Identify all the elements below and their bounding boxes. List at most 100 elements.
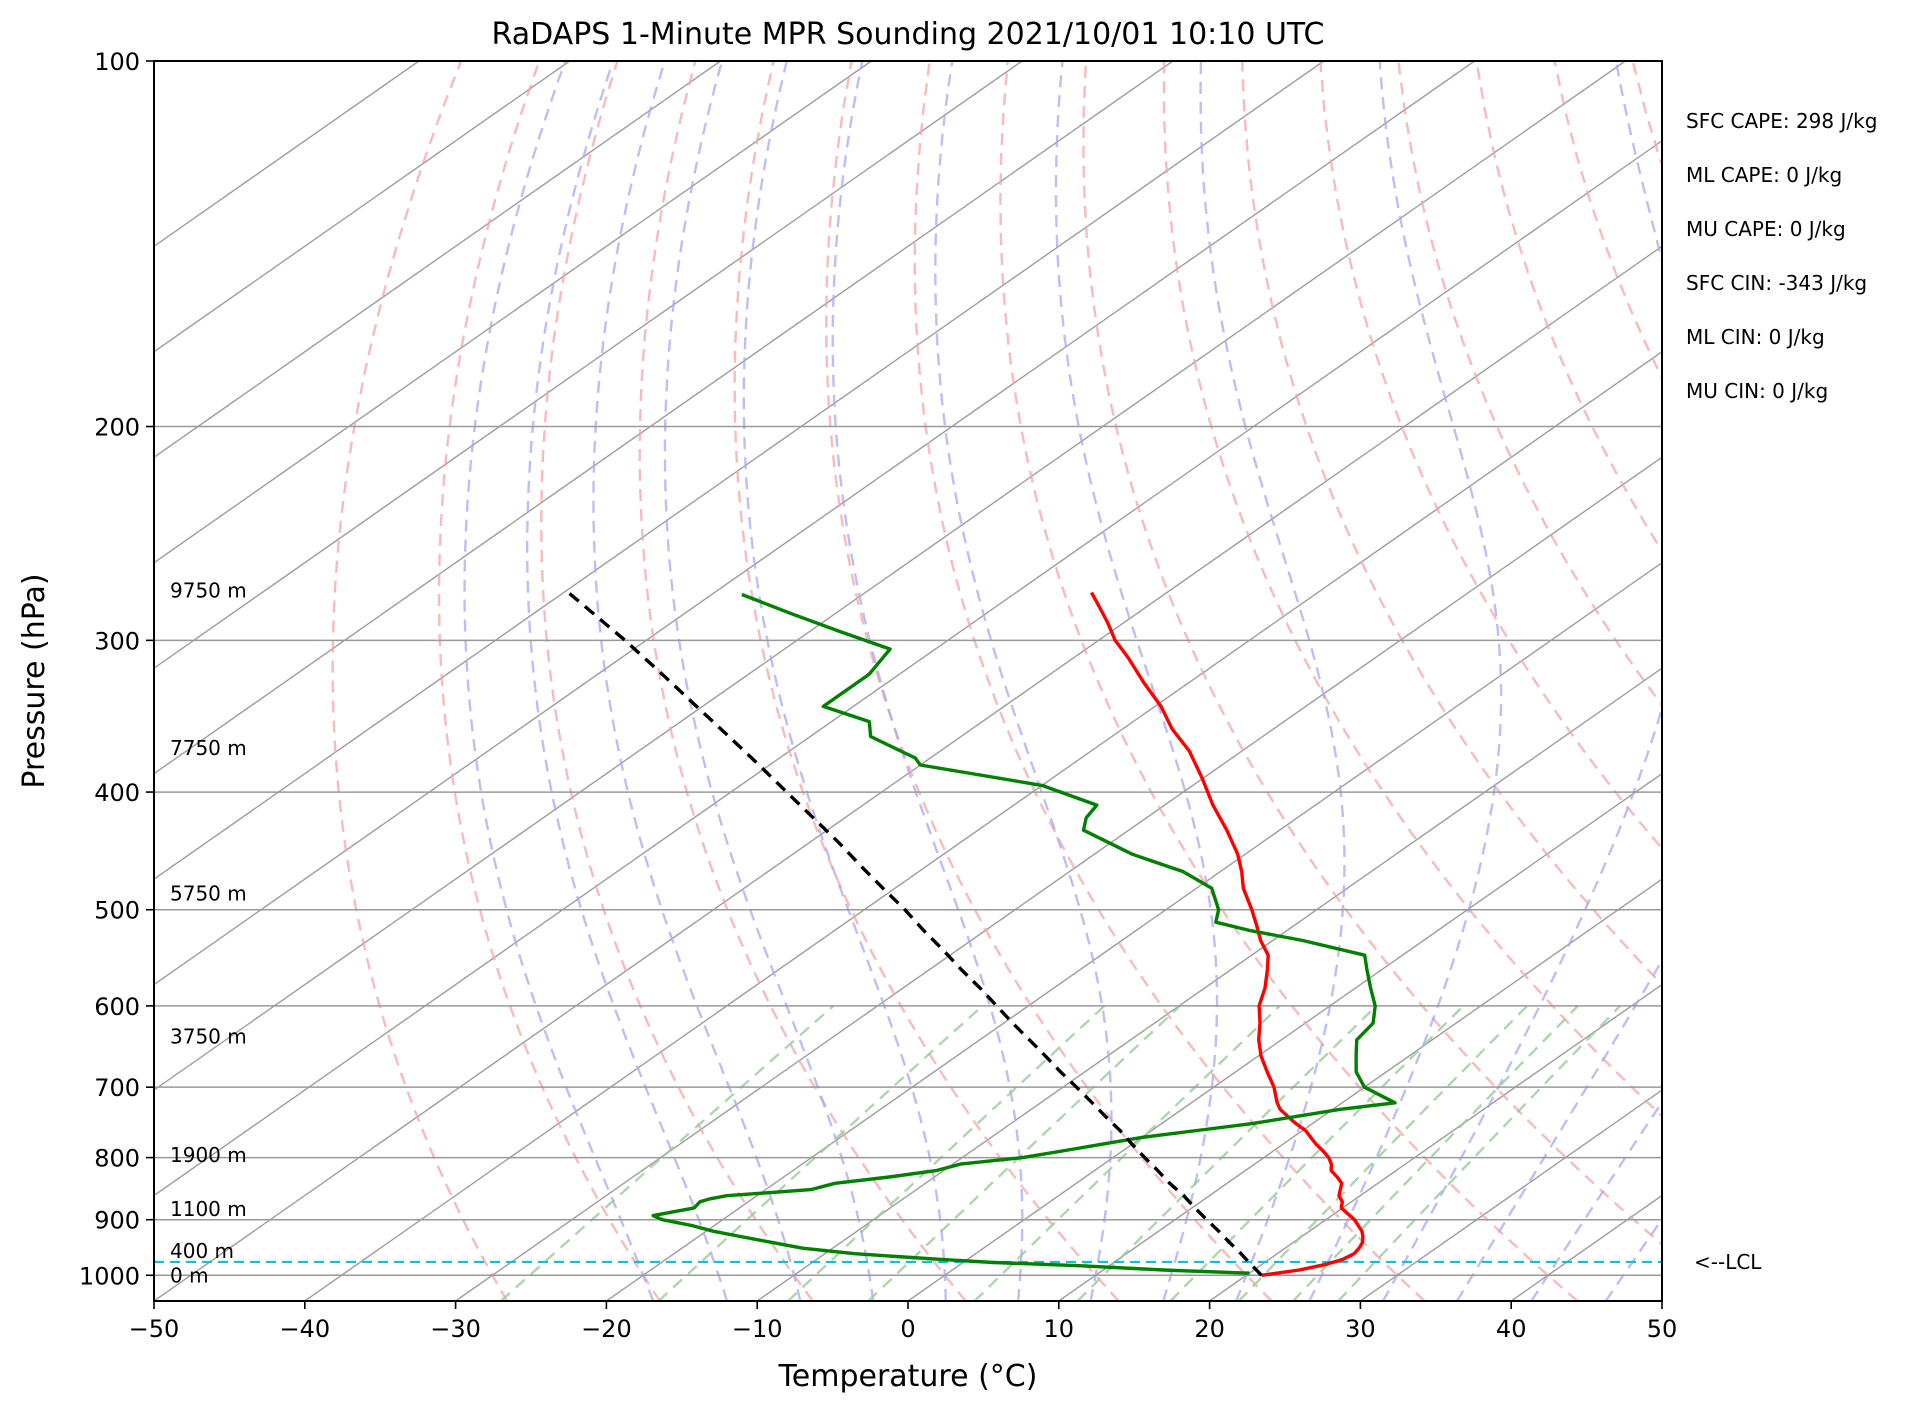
isotherm-line bbox=[154, 139, 1662, 1197]
parcel-profile-line bbox=[567, 591, 1263, 1277]
dry-adiabat-line bbox=[331, 61, 509, 1301]
stat-annotation: ML CIN: 0 J/kg bbox=[1686, 325, 1825, 349]
moist-adiabat-line bbox=[742, 61, 947, 1301]
moist-adiabat-line bbox=[1455, 958, 1662, 1301]
stat-annotation: MU CAPE: 0 J/kg bbox=[1686, 217, 1846, 241]
moist-adiabat-line bbox=[1054, 61, 1219, 1301]
isotherm-line bbox=[154, 61, 1325, 880]
height-label: 9750 m bbox=[170, 579, 247, 603]
mixing-ratio-line bbox=[867, 1005, 1181, 1301]
mixing-ratio-line bbox=[1169, 1005, 1465, 1301]
x-tick-label: −50 bbox=[129, 1315, 180, 1343]
isotherm-line bbox=[154, 61, 1475, 986]
x-tick-label: −10 bbox=[732, 1315, 783, 1343]
y-tick-label: 200 bbox=[94, 414, 140, 442]
x-axis-label: Temperature (°C) bbox=[778, 1359, 1038, 1394]
isotherm-line bbox=[455, 456, 1662, 1301]
background-lines bbox=[154, 61, 1662, 1301]
moist-adiabat-line bbox=[463, 61, 655, 1301]
isotherm-line bbox=[154, 61, 721, 459]
mixing-ratio-line bbox=[1337, 1005, 1621, 1301]
mixing-ratio-line bbox=[1238, 1005, 1529, 1301]
mixing-ratio-line bbox=[973, 1005, 1281, 1301]
chart-title: RaDAPS 1-Minute MPR Sounding 2021/10/01 … bbox=[492, 17, 1325, 52]
moist-adiabat-line bbox=[526, 61, 729, 1301]
isotherm-line bbox=[907, 772, 1662, 1301]
x-tick-label: −40 bbox=[279, 1315, 330, 1343]
y-axis-ticks: 100 200 300 400 500 600 700 800 900 1000 bbox=[79, 48, 154, 1290]
plot-background bbox=[154, 61, 1662, 1301]
y-axis-label: Pressure (hPa) bbox=[17, 573, 52, 788]
isotherm-line bbox=[154, 61, 1023, 670]
height-label: 1900 m bbox=[170, 1143, 247, 1167]
stat-annotation: MU CIN: 0 J/kg bbox=[1686, 379, 1828, 403]
dry-adiabat-line bbox=[437, 61, 661, 1301]
dry-adiabat-line bbox=[638, 61, 967, 1301]
dry-adiabat-line bbox=[913, 61, 1426, 1301]
dry-adiabat-line bbox=[733, 61, 1120, 1301]
mixing-ratio-line bbox=[1292, 1005, 1579, 1301]
pressure-gridlines bbox=[154, 61, 1662, 1277]
stat-annotation: SFC CAPE: 298 J/kg bbox=[1686, 109, 1877, 133]
mixing-ratio-line bbox=[1076, 1005, 1378, 1301]
x-tick-label: 20 bbox=[1194, 1315, 1225, 1343]
mixing-ratio-line bbox=[657, 1005, 984, 1301]
isotherm-line bbox=[304, 350, 1662, 1301]
isotherm-line bbox=[605, 561, 1662, 1301]
x-tick-label: −20 bbox=[581, 1315, 632, 1343]
height-label: 1100 m bbox=[170, 1197, 247, 1221]
isotherm-line bbox=[756, 667, 1662, 1301]
height-label: 3750 m bbox=[170, 1025, 247, 1049]
isotherm-line bbox=[1209, 983, 1662, 1301]
lcl-label: <--LCL bbox=[1694, 1250, 1762, 1274]
height-label: 400 m bbox=[170, 1239, 234, 1263]
isotherm-line bbox=[154, 61, 872, 564]
dry-adiabat-line bbox=[999, 61, 1579, 1301]
moist-adiabat-line bbox=[934, 61, 1113, 1301]
x-axis-ticks: −50 −40 −30 −20 −10 0 10 20 30 40 50 bbox=[129, 1301, 1678, 1343]
height-label: 5750 m bbox=[170, 882, 247, 906]
y-tick-label: 600 bbox=[94, 993, 140, 1021]
x-tick-label: 10 bbox=[1044, 1315, 1075, 1343]
moist-adiabat-line bbox=[831, 61, 1024, 1301]
moist-adiabat-line bbox=[592, 61, 802, 1301]
dry-adiabat-line bbox=[1319, 61, 1662, 851]
moist-adiabat-line bbox=[1308, 61, 1503, 1301]
height-label: 7750 m bbox=[170, 736, 247, 760]
dewpoint-profile-line bbox=[651, 592, 1397, 1275]
y-tick-label: 900 bbox=[94, 1207, 140, 1235]
y-tick-label: 100 bbox=[94, 48, 140, 76]
x-tick-label: 0 bbox=[900, 1315, 915, 1343]
profile-lines bbox=[567, 591, 1397, 1277]
dry-adiabat-line bbox=[825, 61, 1273, 1301]
stat-annotation: ML CAPE: 0 J/kg bbox=[1686, 163, 1842, 187]
moist-adiabat-line bbox=[1530, 1099, 1662, 1301]
stat-annotation: SFC CIN: -343 J/kg bbox=[1686, 271, 1867, 295]
x-tick-label: 50 bbox=[1647, 1315, 1678, 1343]
y-tick-label: 700 bbox=[94, 1074, 140, 1102]
y-tick-label: 800 bbox=[94, 1145, 140, 1173]
moist-adiabat-line bbox=[1199, 61, 1346, 1301]
y-tick-label: 500 bbox=[94, 897, 140, 925]
dry-adiabat-line bbox=[1082, 61, 1662, 1246]
isotherm-line bbox=[154, 61, 1174, 775]
isotherm-line bbox=[1058, 878, 1662, 1301]
x-tick-label: 30 bbox=[1345, 1315, 1376, 1343]
y-tick-label: 300 bbox=[94, 627, 140, 655]
stats-annotations: SFC CAPE: 298 J/kg ML CAPE: 0 J/kg MU CAPE… bbox=[1686, 109, 1877, 403]
isotherm-line bbox=[154, 245, 1662, 1301]
temperature-profile-line bbox=[1090, 591, 1365, 1277]
isotherm-line bbox=[154, 61, 571, 353]
y-tick-label: 1000 bbox=[79, 1262, 140, 1290]
x-tick-label: 40 bbox=[1496, 1315, 1527, 1343]
mixing-ratio-line bbox=[500, 1004, 835, 1301]
isotherm-line bbox=[1359, 1089, 1662, 1301]
x-tick-label: −30 bbox=[430, 1315, 481, 1343]
dry-adiabat-line bbox=[1397, 61, 1662, 708]
height-label: 0 m bbox=[170, 1263, 209, 1287]
y-tick-label: 400 bbox=[94, 779, 140, 807]
isotherm-line bbox=[154, 61, 1626, 1091]
moist-adiabat-line bbox=[663, 61, 875, 1301]
